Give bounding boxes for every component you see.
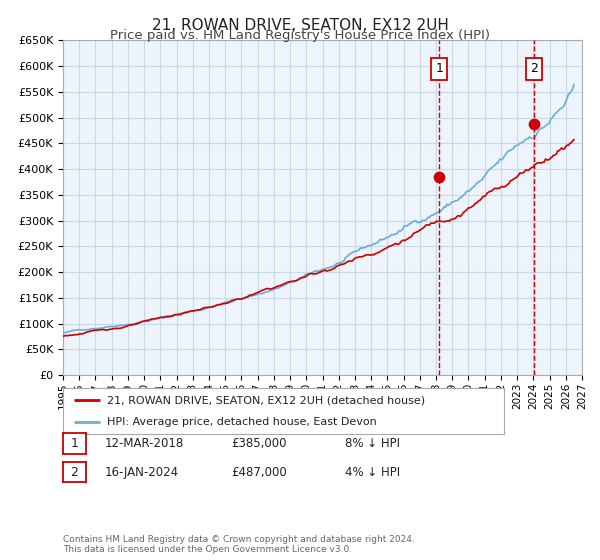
Point bbox=[529, 120, 539, 129]
Text: 21, ROWAN DRIVE, SEATON, EX12 2UH (detached house): 21, ROWAN DRIVE, SEATON, EX12 2UH (detac… bbox=[107, 395, 425, 405]
Point bbox=[434, 172, 444, 181]
Text: Price paid vs. HM Land Registry's House Price Index (HPI): Price paid vs. HM Land Registry's House … bbox=[110, 29, 490, 42]
Text: 8% ↓ HPI: 8% ↓ HPI bbox=[345, 437, 400, 450]
Text: £487,000: £487,000 bbox=[231, 465, 287, 479]
Text: Contains HM Land Registry data © Crown copyright and database right 2024.
This d: Contains HM Land Registry data © Crown c… bbox=[63, 535, 415, 554]
Text: 1: 1 bbox=[70, 437, 79, 450]
Text: 16-JAN-2024: 16-JAN-2024 bbox=[105, 465, 179, 479]
Text: 4% ↓ HPI: 4% ↓ HPI bbox=[345, 465, 400, 479]
Text: 2: 2 bbox=[70, 465, 79, 479]
Text: 12-MAR-2018: 12-MAR-2018 bbox=[105, 437, 184, 450]
Text: 1: 1 bbox=[435, 62, 443, 75]
Text: £385,000: £385,000 bbox=[231, 437, 287, 450]
Text: 2: 2 bbox=[530, 62, 538, 75]
Text: HPI: Average price, detached house, East Devon: HPI: Average price, detached house, East… bbox=[107, 417, 377, 427]
Text: 21, ROWAN DRIVE, SEATON, EX12 2UH: 21, ROWAN DRIVE, SEATON, EX12 2UH bbox=[152, 18, 448, 33]
